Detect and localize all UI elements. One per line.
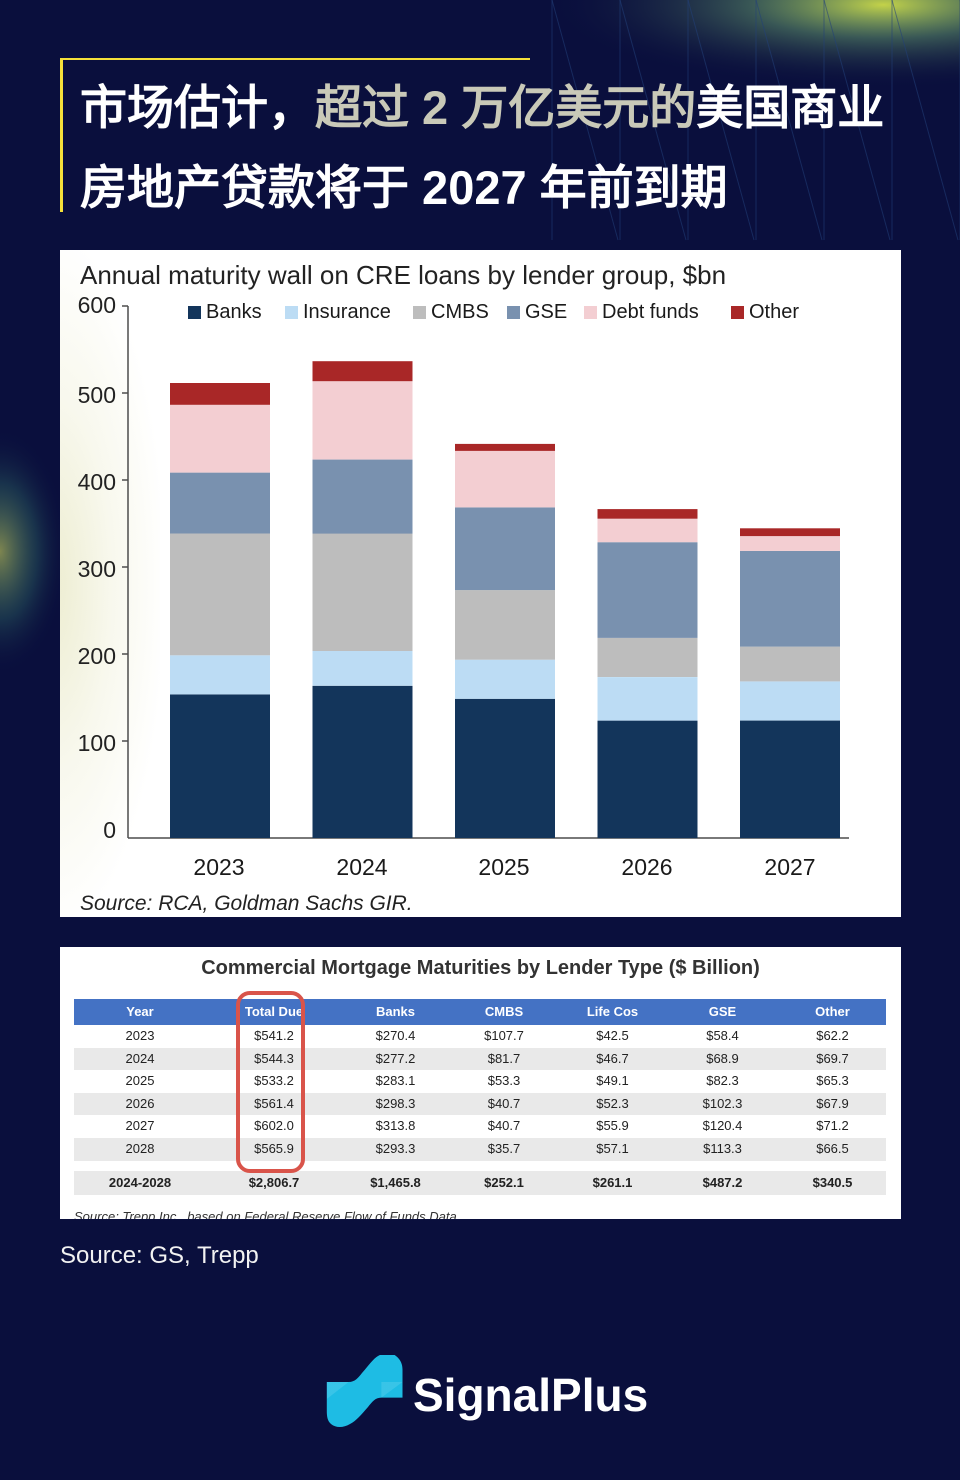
svg-text:Insurance: Insurance [303, 301, 391, 323]
svg-text:Other: Other [749, 301, 799, 323]
svg-text:500: 500 [78, 382, 116, 408]
svg-text:2025: 2025 [478, 854, 529, 880]
svg-text:0: 0 [103, 817, 116, 843]
svg-text:600: 600 [78, 292, 116, 318]
svg-text:100: 100 [78, 730, 116, 756]
svg-text:Banks: Banks [206, 301, 262, 323]
svg-text:2026: 2026 [621, 854, 672, 880]
svg-text:200: 200 [78, 643, 116, 669]
svg-text:Debt funds: Debt funds [602, 301, 699, 323]
svg-text:300: 300 [78, 556, 116, 582]
svg-text:400: 400 [78, 469, 116, 495]
svg-text:Source: RCA, Goldman Sachs GIR: Source: RCA, Goldman Sachs GIR. [80, 892, 413, 915]
svg-text:2027: 2027 [764, 854, 815, 880]
svg-text:Annual maturity wall on CRE lo: Annual maturity wall on CRE loans by len… [80, 260, 726, 290]
svg-text:CMBS: CMBS [431, 301, 489, 323]
svg-text:2023: 2023 [193, 854, 244, 880]
svg-text:2024: 2024 [336, 854, 387, 880]
svg-text:GSE: GSE [525, 301, 567, 323]
